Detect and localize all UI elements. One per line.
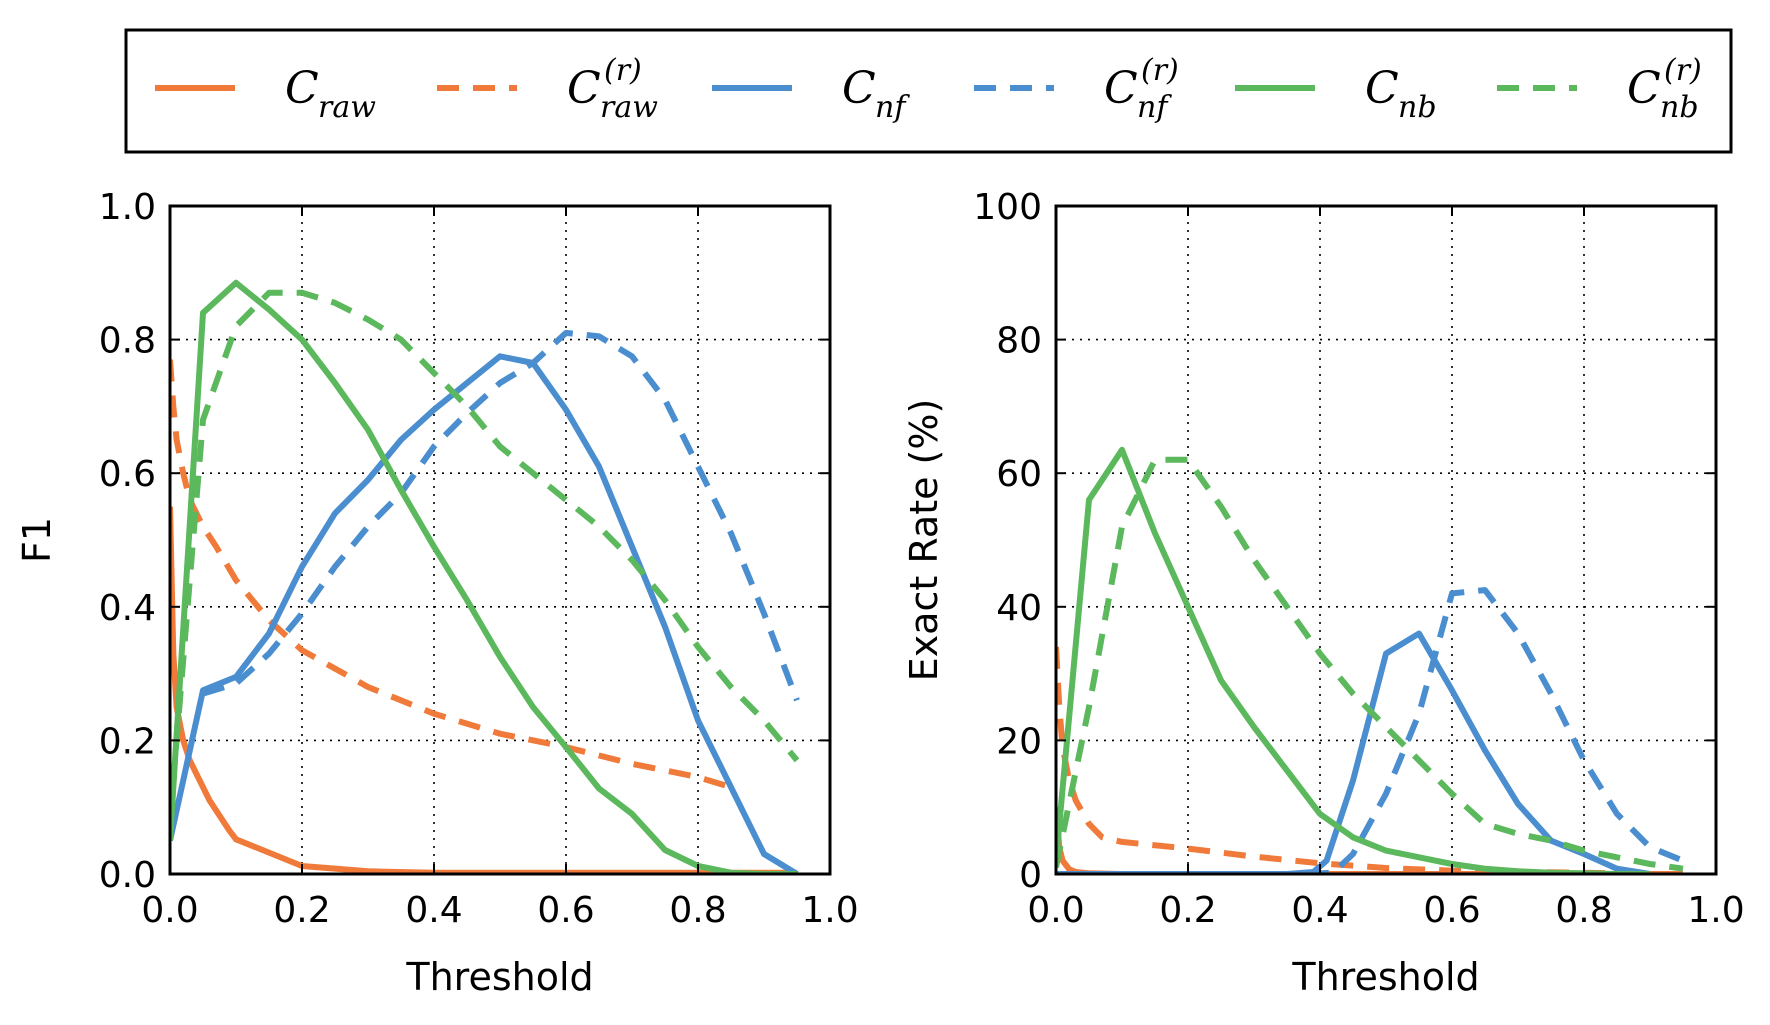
y-tick-label: 0.4 [99,588,156,629]
legend-label-base: C [1627,63,1661,114]
x-tick-label: 0.2 [273,890,330,931]
legend-label-sup: (r) [1141,53,1179,88]
x-tick-label: 0.6 [1423,890,1480,931]
legend-label-sub: nb [1398,90,1437,125]
legend-label-sup: (r) [1664,53,1702,88]
series-line-nb-r [1056,456,1684,872]
x-tick-label: 0.6 [537,890,594,931]
legend-label-sup: (r) [604,53,642,88]
legend-label-base: C [842,63,876,114]
x-tick-label: 0.0 [1027,890,1084,931]
x-tick-label: 1.0 [1687,890,1744,931]
legend-label-base: C [567,63,601,114]
y-tick-label: 0 [1019,855,1042,896]
legend-label-base: C [285,63,319,114]
legend-frame [124,28,1733,154]
x-tick-label: 0.4 [1291,890,1348,931]
x-tick-label: 1.0 [801,890,858,931]
plot-frame [168,204,832,876]
x-tick-label: 0.8 [1555,890,1612,931]
series-line-nf [170,353,799,874]
legend-label-sub: raw [318,90,376,125]
series-line-raw [170,506,797,874]
legend-label-base: C [1365,63,1399,114]
y-tick-label: 40 [996,588,1042,629]
series-line-nf [1056,630,1651,874]
series-line-nf-r [1306,587,1685,874]
gridlines [1056,206,1716,874]
exact-rate-chart: 0.0 0.2 0.4 0.6 0.8 1.0 0 20 40 60 80 100 Threshold E… [902,187,1745,999]
series-line-nb [170,279,797,874]
ticks: 0.0 0.2 0.4 0.6 0.8 1.0 0 20 40 60 80 100 [973,187,1744,931]
y-tick-label: 100 [973,187,1042,228]
legend-label-sub: raw [600,90,658,125]
series-group [170,279,800,874]
y-tick-label: 80 [996,321,1042,362]
series-line-nb-r [170,289,800,821]
y-tick-label: 1.0 [99,187,156,228]
x-axis-label: Threshold [1291,955,1479,999]
x-tick-label: 0.8 [669,890,726,931]
y-tick-label: 20 [996,721,1042,762]
y-tick-label: 0.8 [99,321,156,362]
ticks: 0.0 0.2 0.4 0.6 0.8 1.0 0.0 0.2 0.4 0.6 0.8 1.0 [99,187,859,931]
y-tick-label: 0.0 [99,855,156,896]
y-tick-label: 0.6 [99,454,156,495]
series-line-nb [1056,446,1650,874]
legend-label-sub: nf [875,90,910,125]
y-tick-label: 0.2 [99,721,156,762]
series-line-nf-r [202,329,800,702]
series-group [1056,446,1685,874]
x-tick-label: 0.2 [1159,890,1216,931]
x-tick-label: 0.4 [405,890,462,931]
legend-label-sub: nf [1137,90,1172,125]
y-tick-label: 60 [996,454,1042,495]
f1-chart: 0.0 0.2 0.4 0.6 0.8 1.0 0.0 0.2 0.4 0.6 0.8 1.0 Thre… [15,187,859,999]
x-tick-label: 0.0 [141,890,198,931]
y-axis-label: F1 [15,517,59,563]
y-axis-label: Exact Rate (%) [902,399,946,682]
x-axis-label: Threshold [405,955,593,999]
legend-label-base: C [1104,63,1138,114]
plot-frame [1054,204,1718,876]
legend-label-sub: nb [1660,90,1699,125]
